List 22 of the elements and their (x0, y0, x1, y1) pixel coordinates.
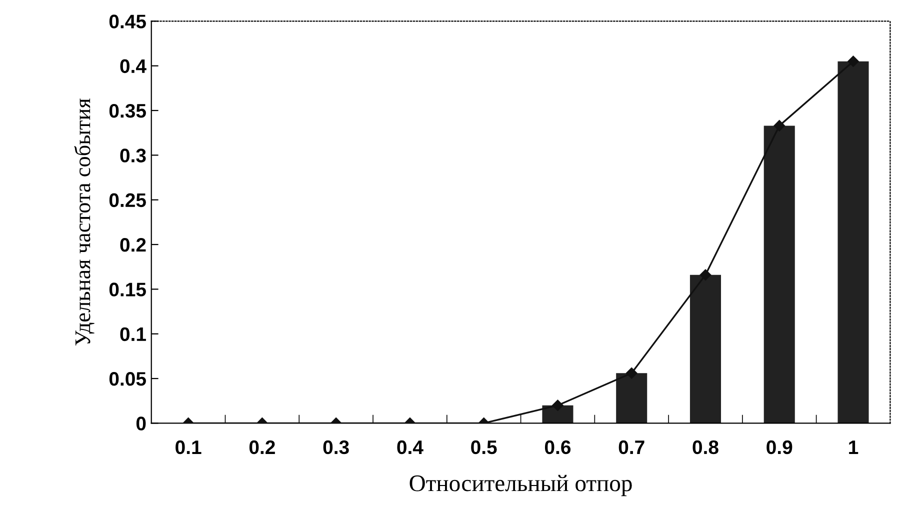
y-tick-label: 0.45 (109, 14, 146, 28)
x-tick-label: 0.9 (766, 440, 792, 454)
x-tick-label: 0.1 (176, 440, 202, 454)
y-tick-label: 0.35 (109, 104, 146, 118)
x-tick-label: 0.3 (323, 440, 349, 454)
x-axis-title: Относительный отпор (410, 474, 632, 496)
y-tick-label: 0.15 (109, 282, 146, 296)
y-tick-label: 0.05 (109, 372, 146, 386)
x-tick-label: 0.6 (544, 440, 571, 454)
y-tick-label: 0.3 (120, 148, 146, 162)
x-tick-label: 0.8 (692, 440, 718, 454)
y-axis-title: Удельная частота события (74, 98, 94, 346)
y-tick-label: 0.1 (120, 327, 146, 342)
y-tick-label: 0 (136, 416, 146, 430)
y-tick-label: 0.4 (120, 59, 146, 74)
x-tick-label: 1 (849, 440, 858, 454)
x-tick-label: 0.4 (397, 440, 424, 454)
y-tick-label: 0.25 (109, 193, 146, 208)
x-tick-label: 0.5 (471, 440, 497, 454)
x-tick-label: 0.2 (249, 440, 275, 454)
x-tick-label: 0.7 (618, 440, 644, 454)
y-tick-label: 0.2 (120, 238, 146, 252)
